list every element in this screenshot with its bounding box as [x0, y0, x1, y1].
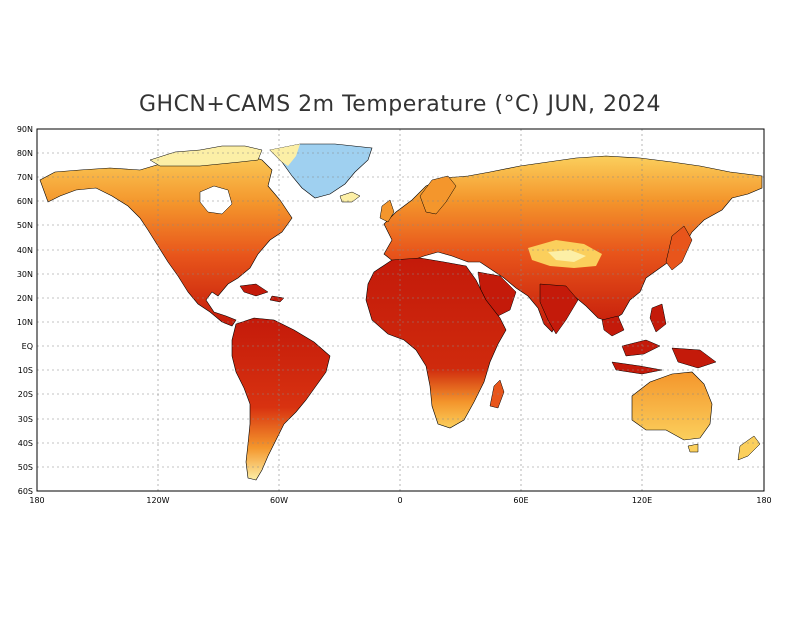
- graticule: [37, 129, 764, 491]
- lat-label: 40S: [18, 439, 33, 448]
- lat-label: 20N: [17, 294, 33, 303]
- lon-label: 120W: [146, 496, 169, 505]
- lon-label: 120E: [632, 496, 652, 505]
- lon-label: 180: [29, 496, 44, 505]
- lat-label: 30N: [17, 270, 33, 279]
- lat-label: 80N: [17, 149, 33, 158]
- land-masses: [39, 143, 763, 481]
- map-title: GHCN+CAMS 2m Temperature (°C) JUN, 2024: [138, 92, 661, 117]
- lat-label: 20S: [18, 390, 33, 399]
- lon-label: 180: [756, 496, 771, 505]
- africa: [365, 257, 507, 429]
- lat-label: 10N: [17, 318, 33, 327]
- lat-label: 40N: [17, 246, 33, 255]
- latitude-labels: 90N 80N 70N 60N 50N 40N 30N 20N 10N EQ 1…: [17, 125, 33, 496]
- lat-label: 60N: [17, 197, 33, 206]
- australia: [631, 371, 713, 441]
- greenland: [269, 143, 373, 199]
- lon-label: 60E: [513, 496, 528, 505]
- lat-label: 10S: [18, 366, 33, 375]
- lat-label: 70N: [17, 173, 33, 182]
- arctic-islands: [149, 145, 263, 167]
- lat-label: 60S: [18, 487, 33, 496]
- lat-label: 50N: [17, 221, 33, 230]
- lat-label: EQ: [22, 342, 33, 351]
- south-america: [231, 317, 331, 481]
- lon-label: 60W: [270, 496, 288, 505]
- lon-label: 0: [397, 496, 402, 505]
- lat-label: 50S: [18, 463, 33, 472]
- longitude-labels: 180 120W 60W 0 60E 120E 180: [29, 496, 771, 505]
- lat-label: 90N: [17, 125, 33, 134]
- lat-label: 30S: [18, 415, 33, 424]
